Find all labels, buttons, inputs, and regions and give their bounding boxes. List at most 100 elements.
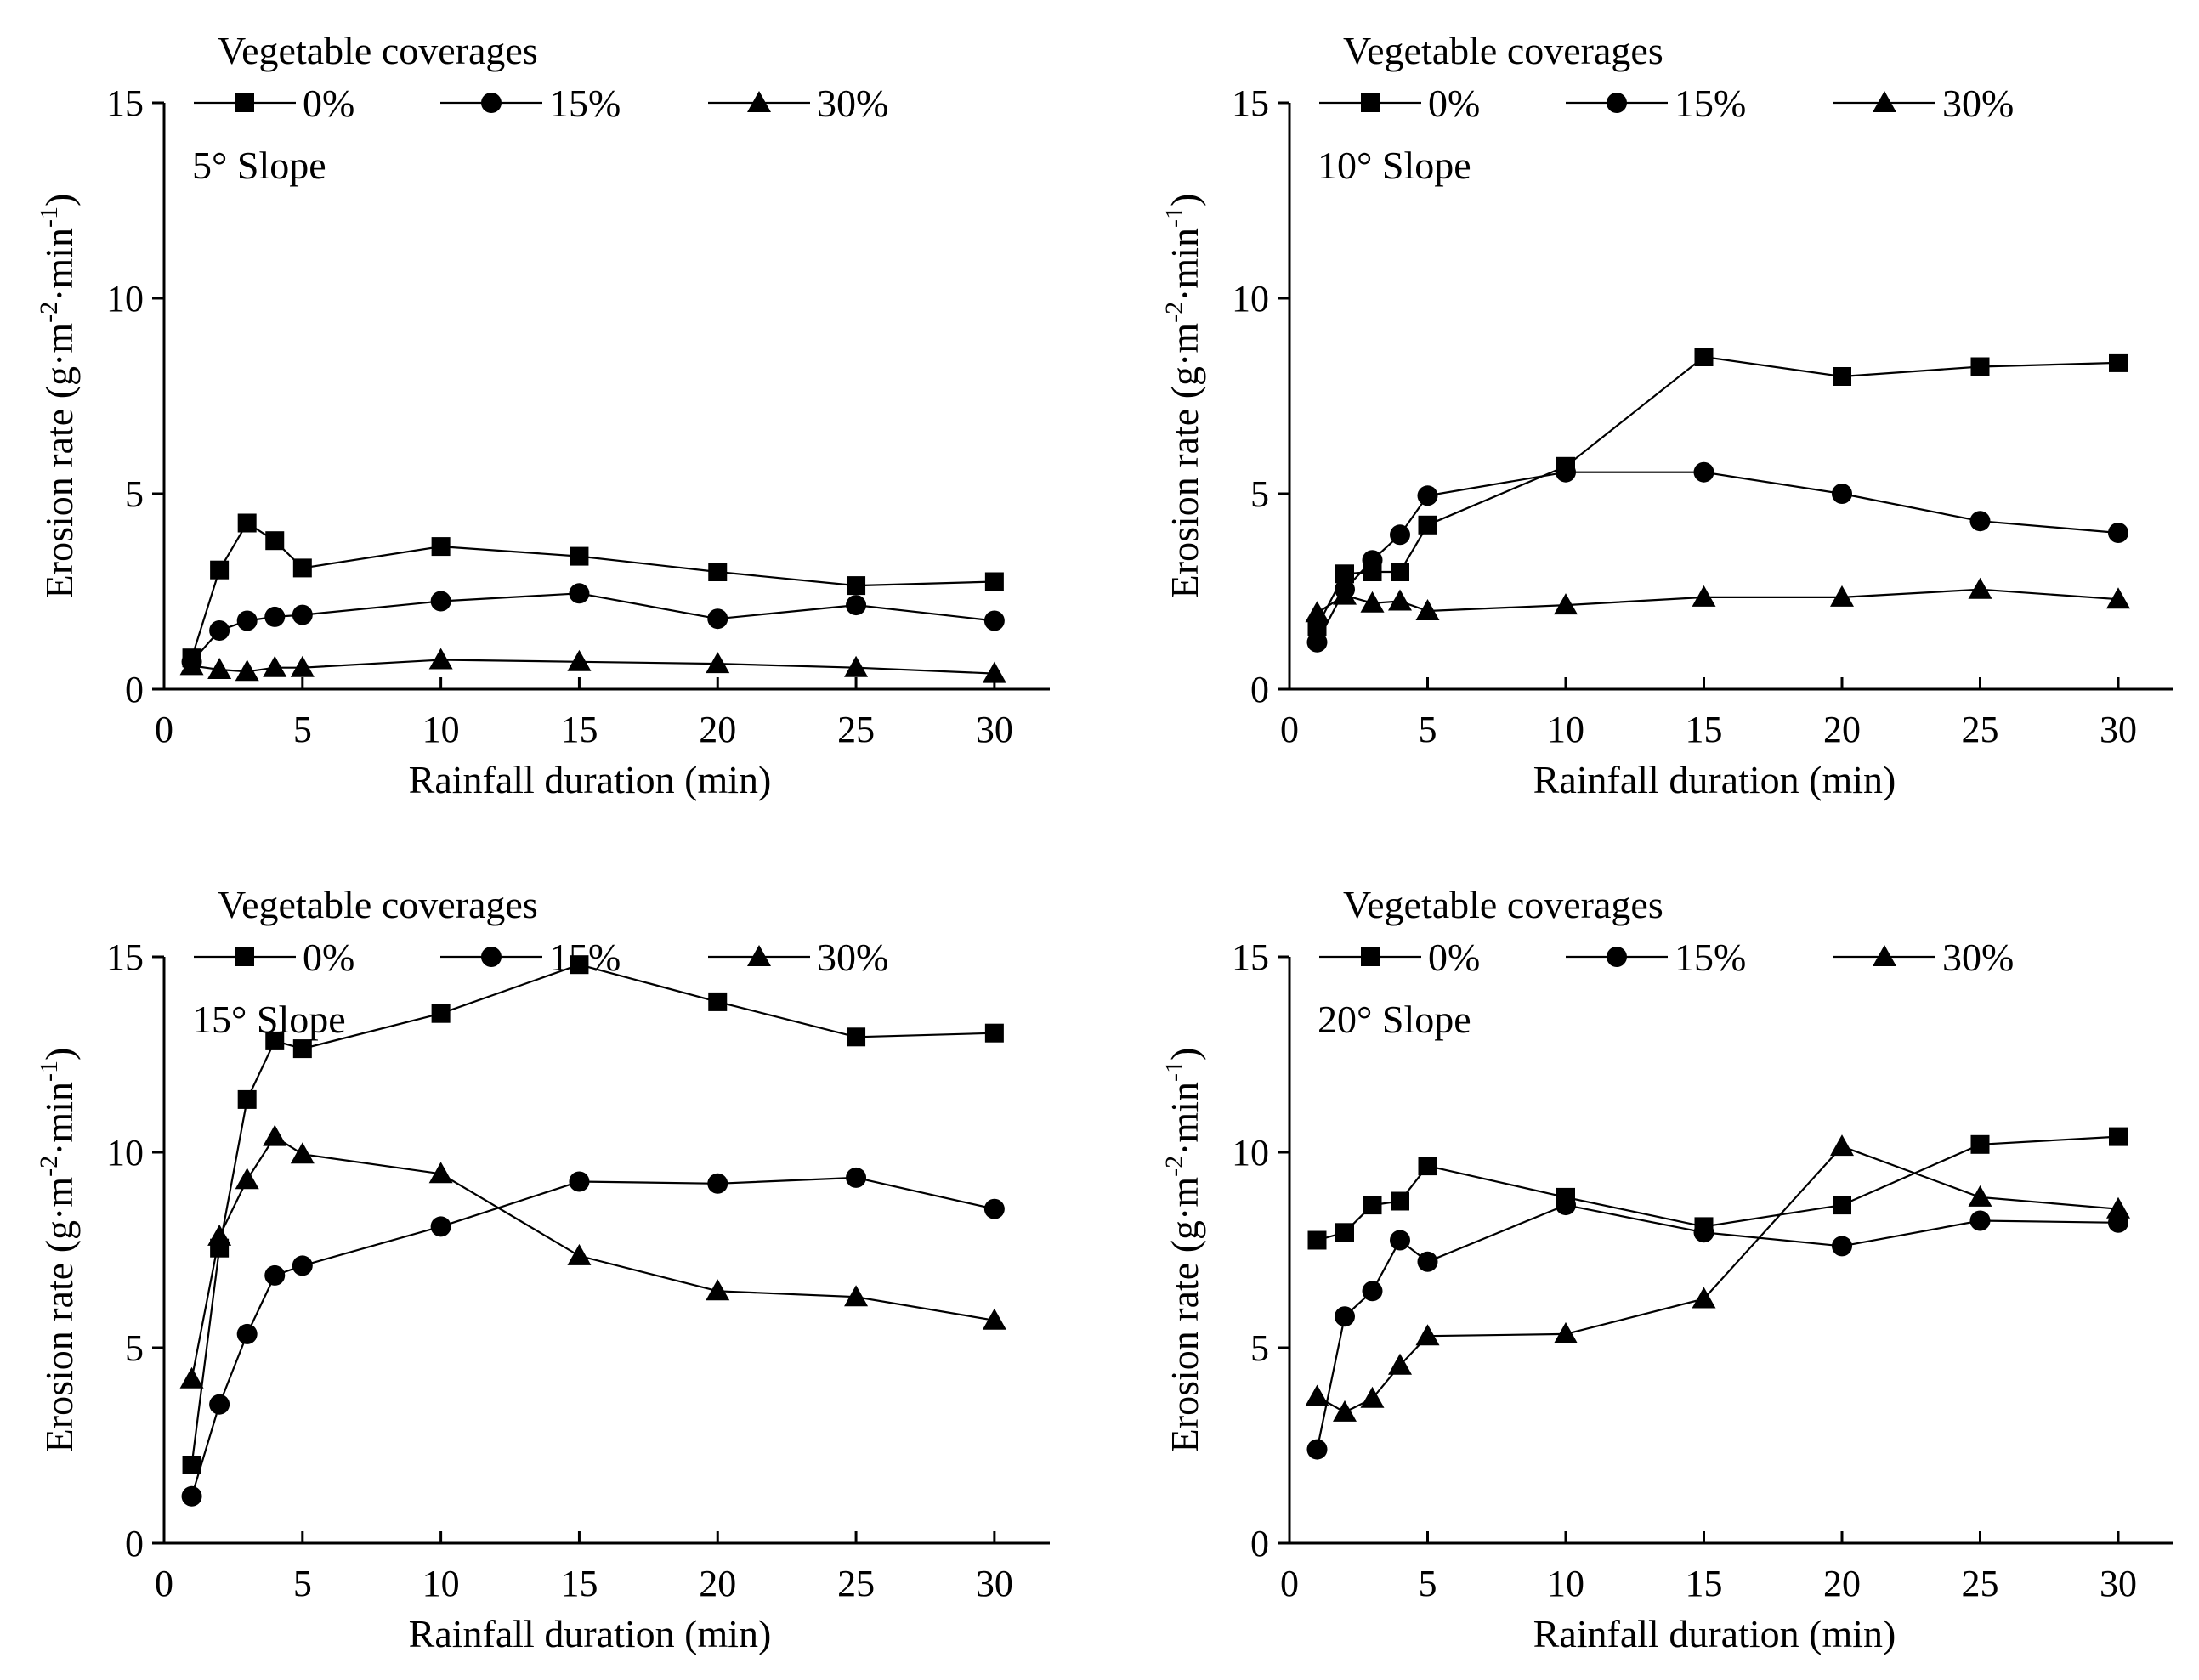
x-tick-label: 25 <box>1962 1563 1999 1604</box>
data-point <box>263 655 287 677</box>
data-point <box>179 653 204 676</box>
x-tick-label: 30 <box>2100 1563 2137 1604</box>
data-point <box>708 992 728 1011</box>
x-tick-label: 5 <box>293 1563 312 1604</box>
x-tick-label: 10 <box>1547 709 1584 750</box>
data-point <box>1968 1185 1992 1207</box>
y-axis-title-mid: ·min <box>1163 1082 1206 1156</box>
series-line-15% <box>1316 1203 2119 1450</box>
data-point <box>1417 485 1438 506</box>
legend-title: Vegetable coverages <box>1343 883 1663 926</box>
data-point <box>1833 367 1851 386</box>
data-point <box>290 1142 315 1164</box>
data-point <box>264 1264 286 1286</box>
panel-title: 20° Slope <box>1318 998 1471 1041</box>
data-point <box>1362 550 1383 571</box>
data-point <box>210 560 230 580</box>
x-tick-label: 0 <box>1280 709 1299 750</box>
x-axis-title: Rainfall duration (min) <box>1533 758 1896 801</box>
y-tick-label: 15 <box>1232 82 1269 124</box>
data-point <box>236 610 258 631</box>
legend-title: Vegetable coverages <box>218 29 538 72</box>
legend-marker <box>1607 93 1627 113</box>
x-tick-label: 10 <box>1547 1563 1584 1604</box>
data-point <box>1970 357 1990 376</box>
x-tick-label: 0 <box>155 1563 173 1604</box>
x-tick-label: 15 <box>560 709 598 750</box>
data-point <box>1415 1324 1440 1346</box>
y-tick-label: 0 <box>125 669 144 710</box>
data-point <box>235 659 259 682</box>
legend-marker <box>481 947 502 967</box>
series-line-30% <box>1316 1145 2119 1414</box>
y-tick-label: 5 <box>1250 473 1269 515</box>
data-point <box>706 1279 730 1301</box>
data-point <box>430 591 451 612</box>
data-point <box>428 648 453 670</box>
data-point <box>982 661 1006 683</box>
data-point <box>707 608 728 630</box>
data-point <box>235 1168 259 1190</box>
y-tick-label: 15 <box>106 82 144 124</box>
data-point <box>1556 461 1576 483</box>
y-axis-title-end: ) <box>1163 194 1206 206</box>
legend-marker <box>1361 93 1380 112</box>
x-tick-label: 5 <box>1419 1563 1437 1604</box>
data-point <box>1693 461 1714 483</box>
y-axis-title-sup: -1 <box>1160 206 1188 228</box>
legend-label: 0% <box>1428 82 1480 125</box>
data-point <box>182 1456 201 1474</box>
x-tick-label: 15 <box>560 1563 598 1604</box>
legend-marker <box>747 91 771 112</box>
data-point <box>1306 1439 1328 1460</box>
data-point <box>181 1485 202 1507</box>
legend-label: 0% <box>1428 936 1480 979</box>
y-axis-title: Erosion rate (g·m-2·min-1) <box>35 1048 81 1453</box>
data-point <box>984 572 1004 591</box>
data-point <box>1415 599 1440 620</box>
legend-label: 30% <box>817 82 888 125</box>
data-point <box>1554 593 1578 615</box>
x-axis-title: Rainfall duration (min) <box>409 758 772 801</box>
legend-marker <box>1873 945 1896 966</box>
chart-panel-4: 0 5 10 15 20 25 30 0 5 10 15 Rainfall duration (min… <box>1160 883 2173 1655</box>
data-point <box>1333 1400 1357 1422</box>
data-point <box>2106 587 2130 609</box>
y-axis-title-mid: ·min <box>37 228 81 302</box>
y-axis-title-sup: -2 <box>1160 1156 1188 1177</box>
data-point <box>1832 484 1852 504</box>
data-point <box>1388 1353 1412 1375</box>
legend-title: Vegetable coverages <box>1343 29 1663 72</box>
data-point <box>844 1285 869 1307</box>
x-tick-label: 25 <box>1962 709 1999 750</box>
x-tick-label: 0 <box>1280 1563 1299 1604</box>
data-point <box>430 1216 451 1237</box>
y-axis-title-sup: -2 <box>1160 302 1188 323</box>
x-tick-label: 25 <box>837 1563 875 1604</box>
legend-label: 0% <box>303 936 354 979</box>
y-tick-label: 5 <box>125 1327 144 1369</box>
y-axis-title-sup: -2 <box>35 302 63 323</box>
series-line-15% <box>1316 471 2119 643</box>
y-axis-title-end: ) <box>1163 1048 1206 1061</box>
data-point <box>707 1173 728 1194</box>
data-point <box>983 1198 1005 1219</box>
data-point <box>1968 577 1992 599</box>
data-point <box>1360 1386 1385 1408</box>
data-point <box>1335 1223 1354 1242</box>
data-point <box>1388 589 1412 611</box>
data-point <box>1694 348 1714 366</box>
data-point <box>569 1171 590 1192</box>
data-point <box>1693 1222 1714 1243</box>
x-tick-label: 15 <box>1686 709 1723 750</box>
legend-title: Vegetable coverages <box>218 883 538 926</box>
data-point <box>1391 563 1409 581</box>
y-tick-label: 0 <box>1250 1523 1269 1564</box>
data-point <box>1305 601 1329 623</box>
data-point <box>292 1255 313 1276</box>
data-point <box>570 546 589 566</box>
y-axis-title-end: ) <box>37 1048 81 1061</box>
legend-label: 30% <box>1942 936 2014 979</box>
data-point <box>263 1124 287 1146</box>
data-point <box>846 1167 867 1188</box>
